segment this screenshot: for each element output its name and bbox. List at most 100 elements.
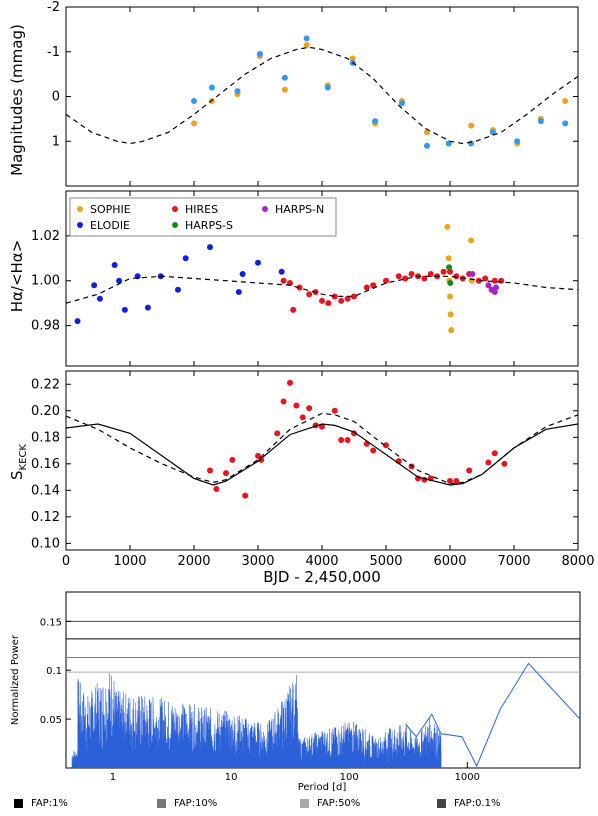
photometry-panel: Magnitudes (mmag) -2 -1 0 1 [8,0,579,187]
fap-legend-item: FAP:0.1% [437,798,500,809]
periodogram-line [405,662,581,768]
photometry-point [537,118,544,125]
halpha-point [498,277,505,284]
halpha-point [235,288,242,295]
photometry-point [281,86,288,93]
skeck-ylabel: SKECK [8,444,29,480]
skeck-ytick-label: 0.16 [31,457,60,472]
skeck-ytick-label: 0.12 [31,510,60,525]
photometry-point [468,140,475,147]
photometry-ytick-label: -1 [47,45,60,60]
halpha-point [453,273,460,280]
halpha-point [395,273,402,280]
legend-marker [77,206,83,212]
photometry-point [372,118,379,125]
skeck-point [331,407,338,414]
legend-marker [172,222,178,228]
halpha-point [440,268,447,275]
periodogram-xtick-label: 1000 [455,772,480,783]
periodogram-xtick-label: 100 [340,772,359,783]
halpha-point [370,282,377,289]
skeck-point [453,478,460,485]
halpha-point [363,284,370,291]
halpha-point [448,327,455,334]
halpha-panel: Hα/<Hα> 0.98 1.00 1.02 SOPHIE ELODIE HIRES HA… [8,190,579,367]
halpha-ytick-label: 1.02 [31,229,60,244]
periodogram-ytick-label: 0.15 [40,617,62,628]
halpha-point [447,293,453,300]
legend-label: HIRES [185,203,218,216]
skeck-point [491,450,498,457]
halpha-point [255,259,261,266]
halpha-point [319,297,325,304]
halpha-point [121,306,128,313]
skeck-point [280,398,287,405]
skeck-point [338,436,345,443]
halpha-point [446,264,453,271]
halpha-point [351,293,357,300]
skeck-ytick-label: 0.20 [31,404,60,419]
photometry-point [399,100,405,107]
periodogram-xtick-label: 1 [110,772,116,783]
skeck-point [258,456,265,463]
halpha-point [91,282,98,289]
halpha-point [144,304,151,311]
photometry-model-line [65,46,579,145]
legend-marker [262,206,268,212]
halpha-point [447,311,454,318]
skeck-xtick-label: 5000 [369,554,402,569]
skeck-point [306,405,313,412]
halpha-ytick-label: 0.98 [31,319,60,334]
fap-label: FAP:1% [31,798,68,809]
halpha-point [445,255,452,262]
photometry-point [234,88,241,95]
halpha-legend: SOPHIE ELODIE HIRES HARPS-S HARPS-N [69,197,337,237]
skeck-xtick-label: 3000 [241,554,274,569]
halpha-point [493,284,500,291]
skeck-xtick-label: 6000 [433,554,466,569]
photometry-point [562,120,569,127]
photometry-frame [65,6,579,187]
photometry-point [468,122,475,129]
legend-box [69,197,337,237]
halpha-point [491,277,498,284]
fap-legend-item: FAP:10% [157,798,217,809]
halpha-point [207,244,213,251]
halpha-point [331,293,338,300]
skeck-model-line [65,423,579,486]
photometry-point [445,140,452,147]
photometry-ytick-label: 1 [52,134,60,149]
skeck-point [501,460,508,467]
legend-label: HARPS-N [275,203,324,216]
skeck-xtick-label: 0 [62,554,70,569]
halpha-point [239,271,246,278]
skeck-point [229,456,236,463]
halpha-point [468,237,475,244]
halpha-point [482,275,489,282]
halpha-point [447,279,454,286]
photometry-point [303,35,310,42]
photometry-point [562,97,569,104]
skeck-point [274,430,281,437]
skeck-xtick-label: 7000 [497,554,530,569]
halpha-point [325,300,332,307]
fap-legend-item: FAP:50% [300,798,360,809]
skeck-point [207,467,213,474]
photometry-point [191,97,197,104]
skeck-ytick-label: 0.22 [31,377,60,392]
periodogram-spectrum [71,673,442,769]
periodogram-ytick-label: 0.1 [46,666,62,677]
skeck-point [370,447,377,454]
legend-label: SOPHIE [90,203,131,216]
photometry-point [514,138,521,145]
legend-marker [77,222,83,228]
photometry-ytick-label: -2 [47,0,60,15]
skeck-point [223,470,229,477]
photometry-ylabel: Magnitudes (mmag) [8,24,26,176]
fap-swatch [437,799,446,808]
skeck-point [242,492,249,499]
photometry-point [423,129,430,136]
skeck-point [485,459,492,466]
halpha-point [306,291,313,298]
